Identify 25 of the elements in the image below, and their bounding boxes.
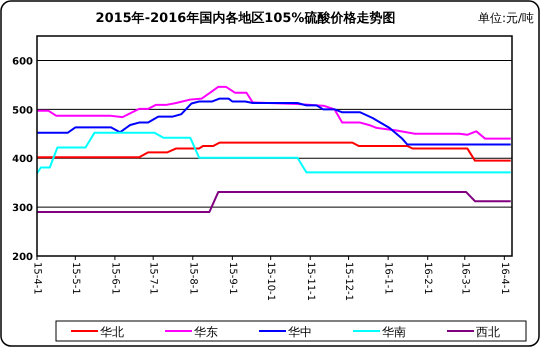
legend-label: 华北: [100, 325, 124, 339]
x-tick-label: 16-3-1: [459, 262, 470, 295]
x-tick-label: 15-7-1: [148, 262, 159, 295]
x-tick-label: 15-11-1: [304, 262, 316, 302]
x-tick-label: 15-6-1: [109, 262, 120, 295]
x-tick-label: 16-4-1: [498, 262, 510, 295]
x-tick-label: 15-4-1: [32, 262, 42, 295]
y-tick-label: 300: [12, 203, 34, 214]
text: 单位:元/吨: [478, 11, 534, 25]
legend-label: 西北: [476, 325, 500, 339]
y-tick-label: 600: [12, 56, 34, 68]
legend-label: 华东: [194, 325, 218, 339]
x-tick-label: 16-2-1: [422, 262, 434, 295]
x-tick-label: 15-5-1: [70, 262, 81, 295]
x-tick-label: 15-10-1: [265, 262, 276, 302]
legend-label: 华中: [288, 325, 312, 339]
chart-title: 2015年-2016年国内各地区105%硫酸价格走势图: [96, 10, 396, 26]
x-tick-label: 15-9-1: [226, 262, 238, 295]
x-tick-label: 16-1-1: [382, 262, 394, 295]
y-tick-label: 500: [12, 105, 34, 116]
y-tick-label: 200: [12, 252, 34, 263]
y-tick-label: 400: [12, 154, 34, 166]
x-tick-label: 15-8-1: [187, 262, 198, 295]
legend-label: 华南: [382, 325, 406, 339]
x-tick-label: 15-12-1: [343, 262, 354, 302]
